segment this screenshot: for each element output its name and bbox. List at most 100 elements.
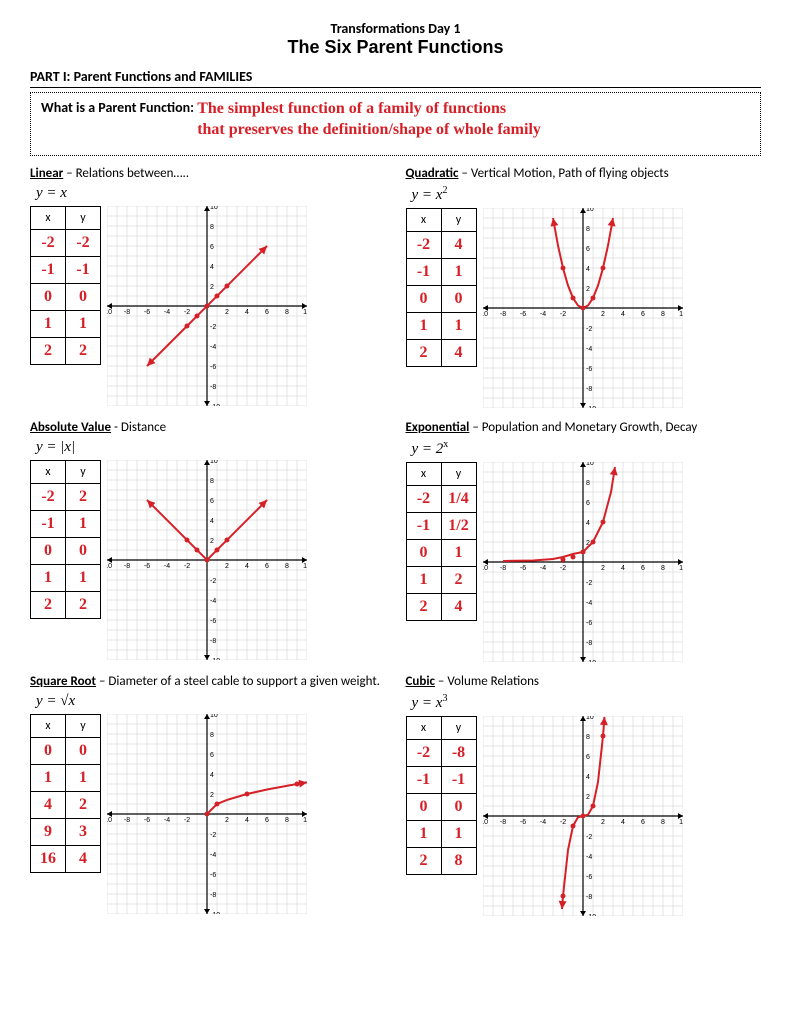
svg-text:-4: -4	[539, 311, 545, 318]
svg-text:6: 6	[210, 752, 214, 759]
svg-text:-2: -2	[586, 326, 592, 333]
svg-text:8: 8	[285, 817, 289, 824]
svg-text:6: 6	[265, 817, 269, 824]
xy-table: xy00114293164	[30, 714, 101, 873]
panel-quadratic: Quadratic – Vertical Motion, Path of fly…	[406, 166, 762, 408]
svg-text:-6: -6	[519, 311, 525, 318]
panel-title: Square Root – Diameter of a steel cable …	[30, 674, 386, 689]
xy-table: xy-24-11001124	[406, 208, 477, 367]
svg-text:-10: -10	[210, 658, 220, 660]
header: Transformations Day 1 The Six Parent Fun…	[30, 20, 761, 58]
svg-text:6: 6	[210, 244, 214, 251]
panel-title: Cubic – Volume Relations	[406, 674, 762, 689]
svg-text:-10: -10	[483, 311, 488, 318]
svg-text:2: 2	[225, 563, 229, 570]
svg-text:2: 2	[601, 819, 605, 826]
svg-text:-2: -2	[559, 311, 565, 318]
equation: y = x3	[412, 693, 762, 712]
svg-text:10: 10	[210, 460, 218, 465]
svg-text:10: 10	[586, 716, 594, 721]
panel-title: Quadratic – Vertical Motion, Path of fly…	[406, 166, 762, 181]
svg-text:-8: -8	[210, 384, 216, 391]
svg-text:6: 6	[586, 246, 590, 253]
svg-text:4: 4	[586, 266, 590, 273]
svg-text:-8: -8	[586, 894, 592, 901]
svg-text:-4: -4	[539, 819, 545, 826]
day-label: Transformations Day 1	[30, 20, 761, 37]
svg-text:10: 10	[586, 462, 594, 467]
svg-text:-8: -8	[586, 640, 592, 647]
svg-text:-2: -2	[559, 819, 565, 826]
svg-text:6: 6	[641, 819, 645, 826]
svg-text:10: 10	[303, 309, 307, 316]
svg-text:-6: -6	[586, 874, 592, 881]
svg-text:-4: -4	[586, 600, 592, 607]
svg-text:-2: -2	[210, 578, 216, 585]
svg-text:2: 2	[586, 794, 590, 801]
svg-text:4: 4	[621, 819, 625, 826]
svg-text:6: 6	[210, 498, 214, 505]
svg-text:6: 6	[265, 309, 269, 316]
svg-text:-6: -6	[586, 620, 592, 627]
svg-text:4: 4	[210, 264, 214, 271]
svg-text:8: 8	[586, 480, 590, 487]
svg-text:-8: -8	[499, 311, 505, 318]
svg-text:-6: -6	[519, 819, 525, 826]
equation: y = |x|	[36, 439, 386, 456]
svg-text:-2: -2	[184, 563, 190, 570]
svg-text:-10: -10	[107, 309, 112, 316]
svg-text:-4: -4	[210, 852, 216, 859]
svg-text:-10: -10	[586, 914, 596, 916]
svg-text:10: 10	[679, 311, 683, 318]
graph-exp: -10-10-8-8-6-6-4-4-2-2224466881010	[483, 462, 683, 662]
svg-text:8: 8	[210, 478, 214, 485]
divider	[30, 87, 761, 88]
svg-text:10: 10	[586, 208, 594, 213]
svg-text:6: 6	[265, 563, 269, 570]
svg-text:8: 8	[586, 734, 590, 741]
panel-title: Linear – Relations between…..	[30, 166, 386, 181]
svg-text:4: 4	[210, 518, 214, 525]
graph-sqrt: -10-10-8-8-6-6-4-4-2-2224466881010	[107, 714, 307, 914]
svg-text:8: 8	[586, 226, 590, 233]
panel-abs: Absolute Value - Distance y = |x| xy-22-…	[30, 420, 386, 662]
svg-text:-2: -2	[210, 324, 216, 331]
svg-text:-8: -8	[124, 817, 130, 824]
svg-text:-2: -2	[559, 565, 565, 572]
equation: y = x	[36, 185, 386, 202]
svg-text:-6: -6	[519, 565, 525, 572]
svg-text:6: 6	[641, 565, 645, 572]
svg-text:-10: -10	[586, 660, 596, 662]
svg-text:-4: -4	[539, 565, 545, 572]
svg-text:2: 2	[225, 309, 229, 316]
svg-text:2: 2	[225, 817, 229, 824]
graph-cubic: -10-10-8-8-6-6-4-4-2-2224466881010	[483, 716, 683, 916]
page-title: The Six Parent Functions	[30, 37, 761, 58]
svg-text:-10: -10	[107, 563, 112, 570]
svg-text:-4: -4	[210, 344, 216, 351]
svg-text:10: 10	[210, 206, 218, 211]
svg-text:4: 4	[586, 520, 590, 527]
svg-text:8: 8	[285, 309, 289, 316]
svg-text:-10: -10	[483, 819, 488, 826]
svg-text:-8: -8	[499, 565, 505, 572]
svg-text:2: 2	[210, 284, 214, 291]
svg-text:2: 2	[601, 565, 605, 572]
svg-text:2: 2	[601, 311, 605, 318]
definition-answer: The simplest function of a family of fun…	[197, 99, 541, 141]
panel-title: Absolute Value - Distance	[30, 420, 386, 435]
graph-abs: -10-10-8-8-6-6-4-4-2-2224466881010	[107, 460, 307, 660]
svg-text:10: 10	[679, 565, 683, 572]
panel-title: Exponential – Population and Monetary Gr…	[406, 420, 762, 435]
svg-text:-10: -10	[586, 406, 596, 408]
panel-cubic: Cubic – Volume Relations y = x3 xy-2-8-1…	[406, 674, 762, 916]
svg-text:6: 6	[586, 500, 590, 507]
svg-text:8: 8	[210, 732, 214, 739]
svg-text:4: 4	[210, 772, 214, 779]
svg-text:-6: -6	[586, 366, 592, 373]
svg-text:-2: -2	[586, 580, 592, 587]
panels-grid: Linear – Relations between….. y = x xy-2…	[30, 166, 761, 916]
svg-text:-8: -8	[210, 638, 216, 645]
svg-text:-4: -4	[586, 346, 592, 353]
svg-text:-8: -8	[499, 819, 505, 826]
